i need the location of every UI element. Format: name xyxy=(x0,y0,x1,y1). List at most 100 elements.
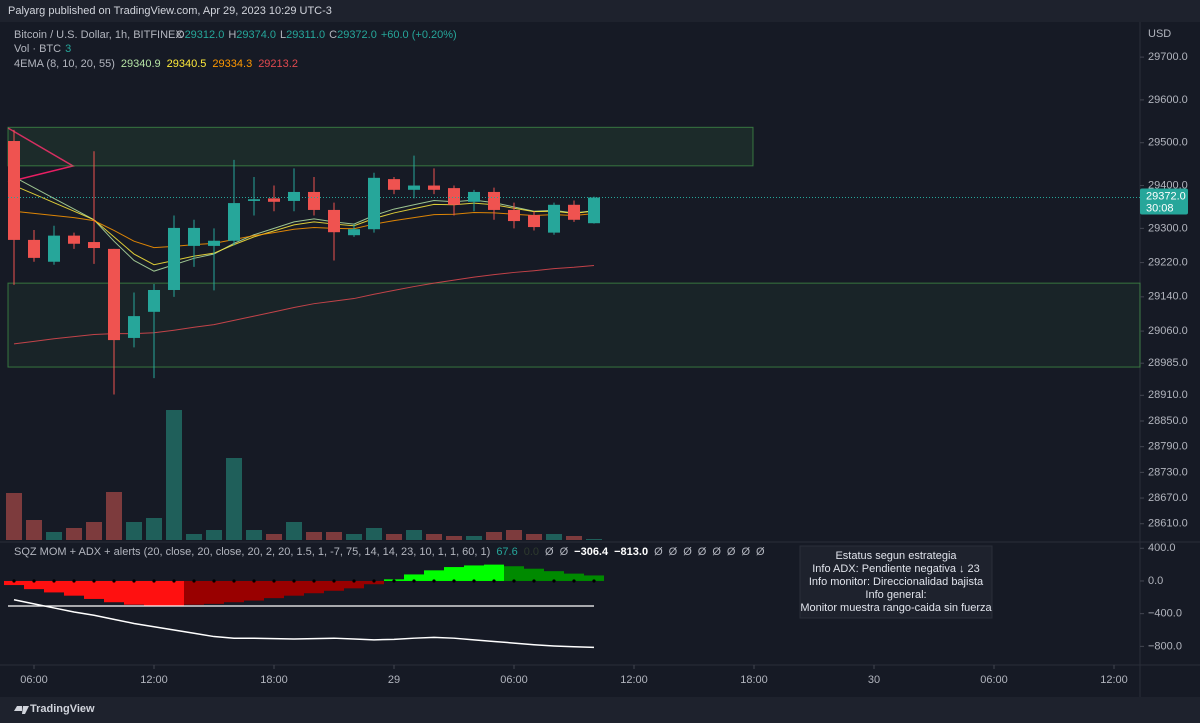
countdown: 30:08 xyxy=(1146,202,1174,214)
x-tick-label: 06:00 xyxy=(980,674,1008,686)
indicator-name: SQZ MOM + ADX + alerts (20, close, 20, c… xyxy=(14,546,490,558)
volume-bar xyxy=(386,534,402,540)
ohlc: O29312.0 H29374.0 L29311.0 C29372.0 +60.0 (+… xyxy=(176,29,457,41)
volume-bar xyxy=(546,534,562,540)
volume-value: 3 xyxy=(65,43,71,55)
bottom-bar xyxy=(0,697,1200,723)
momentum-bar xyxy=(304,580,324,594)
candle-body xyxy=(68,235,80,244)
volume-label-text: Vol · BTC xyxy=(14,43,61,55)
momentum-bar xyxy=(564,573,584,581)
volume-bar xyxy=(206,530,222,540)
squeeze-dot xyxy=(32,579,36,583)
volume-bar xyxy=(446,536,462,540)
volume-bar xyxy=(526,534,542,540)
squeeze-dot xyxy=(392,579,396,583)
ohlc-value: 29372.0 xyxy=(337,29,377,41)
ohlc-key: O xyxy=(176,29,185,41)
last-price-label: 29372.0 xyxy=(1146,190,1186,202)
change: +60.0 (+0.20%) xyxy=(381,29,457,41)
candle-body xyxy=(228,203,240,241)
y-tick-label: 29220.0 xyxy=(1148,256,1188,268)
candle-body xyxy=(368,177,380,230)
x-tick-label: 12:00 xyxy=(140,674,168,686)
candle-body xyxy=(188,227,200,246)
x-tick-label: 06:00 xyxy=(20,674,48,686)
squeeze-dot xyxy=(552,579,556,583)
info-line: Info general: xyxy=(865,589,926,601)
indicator-value: Ø xyxy=(560,546,569,558)
momentum-bar xyxy=(504,566,524,581)
candle-body xyxy=(288,191,300,201)
momentum-bar xyxy=(84,580,104,599)
candle-body xyxy=(468,191,480,202)
candle-body xyxy=(128,316,140,338)
squeeze-dot xyxy=(352,579,356,583)
squeeze-dot xyxy=(512,579,516,583)
volume-bar xyxy=(286,522,302,540)
y-tick-label: −400.0 xyxy=(1148,608,1182,620)
indicator-value: 67.6 xyxy=(496,546,517,558)
volume-label: Vol · BTC 3 xyxy=(14,43,71,55)
volume-bar xyxy=(266,534,282,540)
indicator-value: Ø xyxy=(545,546,554,558)
momentum-bar xyxy=(244,580,264,601)
momentum-bar xyxy=(124,580,144,605)
ema-legend-value: 29340.9 xyxy=(121,58,161,70)
y-tick-label: 29400.0 xyxy=(1148,179,1188,191)
volume-bar xyxy=(66,528,82,540)
y-tick-label: 28910.0 xyxy=(1148,389,1188,401)
x-tick-label: 06:00 xyxy=(500,674,528,686)
squeeze-dot xyxy=(232,579,236,583)
volume-bar xyxy=(586,539,602,540)
indicator-value: Ø xyxy=(727,546,736,558)
volume-bar xyxy=(186,534,202,540)
y-tick-label: −800.0 xyxy=(1148,640,1182,652)
momentum-bar xyxy=(224,580,244,603)
adx-line xyxy=(13,599,595,649)
candle-body xyxy=(148,289,160,312)
volume-bar xyxy=(326,532,342,540)
squeeze-dot xyxy=(472,579,476,583)
squeeze-dot xyxy=(112,579,116,583)
squeeze-dot xyxy=(72,579,76,583)
squeeze-dot xyxy=(312,579,316,583)
candle-body xyxy=(208,240,220,246)
squeeze-dot xyxy=(432,579,436,583)
squeeze-dot xyxy=(412,579,416,583)
momentum-bar xyxy=(484,564,504,581)
y-tick-label: 29700.0 xyxy=(1148,51,1188,63)
momentum-bar xyxy=(364,580,384,585)
indicator-value: 0.0 xyxy=(524,546,539,558)
info-box xyxy=(799,545,993,619)
volume-bar xyxy=(306,532,322,540)
candle-body xyxy=(348,229,360,236)
candle-body xyxy=(448,188,460,205)
volume-bar xyxy=(6,493,22,540)
candle-body xyxy=(28,239,40,258)
ohlc-key: L xyxy=(280,29,286,41)
momentum-bar xyxy=(344,580,364,589)
logo xyxy=(14,706,29,714)
y-tick-label: 28610.0 xyxy=(1148,518,1188,530)
squeeze-dot xyxy=(12,579,16,583)
indicator-value: Ø xyxy=(756,546,765,558)
indicator-legend: SQZ MOM + ADX + alerts (20, close, 20, c… xyxy=(14,546,765,558)
indicator-value: Ø xyxy=(698,546,707,558)
volume-bar xyxy=(426,534,442,540)
y-tick-label: 29600.0 xyxy=(1148,94,1188,106)
momentum-bar xyxy=(64,580,84,596)
momentum-bar xyxy=(544,571,564,581)
momentum-bar xyxy=(204,580,224,604)
x-tick-label: 30 xyxy=(868,674,880,686)
indicator-value: Ø xyxy=(712,546,721,558)
volume-bar xyxy=(166,410,182,540)
momentum-bar xyxy=(144,580,164,606)
squeeze-dot xyxy=(92,579,96,583)
squeeze-dot xyxy=(492,579,496,583)
indicator-value: −306.4 xyxy=(574,546,609,558)
momentum-bar xyxy=(4,580,24,586)
candle-body xyxy=(548,204,560,233)
